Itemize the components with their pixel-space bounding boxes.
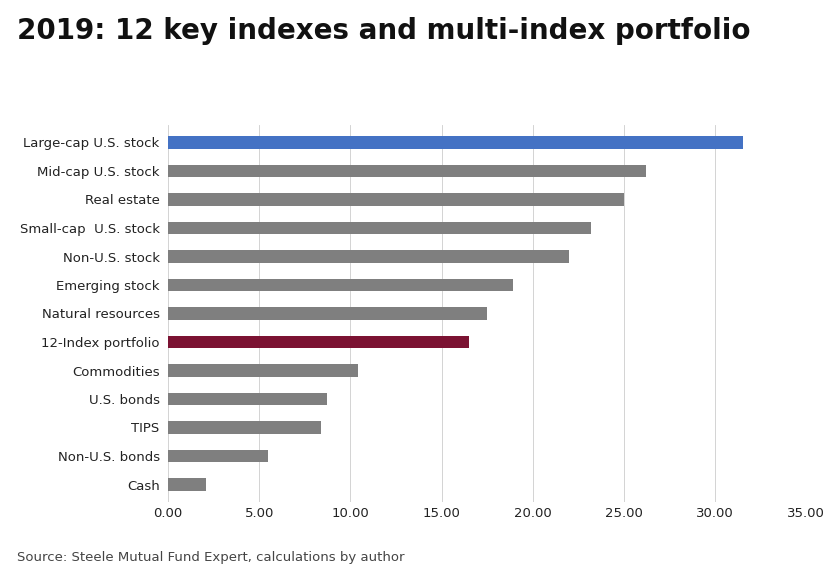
Bar (168, 307, 487, 320)
Bar (168, 193, 624, 206)
Bar (168, 165, 646, 177)
Bar (168, 393, 327, 405)
Bar (168, 421, 321, 434)
Bar (168, 222, 591, 234)
Bar (168, 336, 469, 348)
Bar (168, 250, 570, 263)
Bar (168, 279, 512, 291)
Bar (168, 364, 358, 377)
Bar (168, 450, 268, 462)
Bar (168, 478, 207, 491)
Bar (168, 136, 743, 149)
Text: 2019: 12 key indexes and multi-index portfolio: 2019: 12 key indexes and multi-index por… (17, 17, 750, 45)
Text: Source: Steele Mutual Fund Expert, calculations by author: Source: Steele Mutual Fund Expert, calcu… (17, 551, 404, 564)
